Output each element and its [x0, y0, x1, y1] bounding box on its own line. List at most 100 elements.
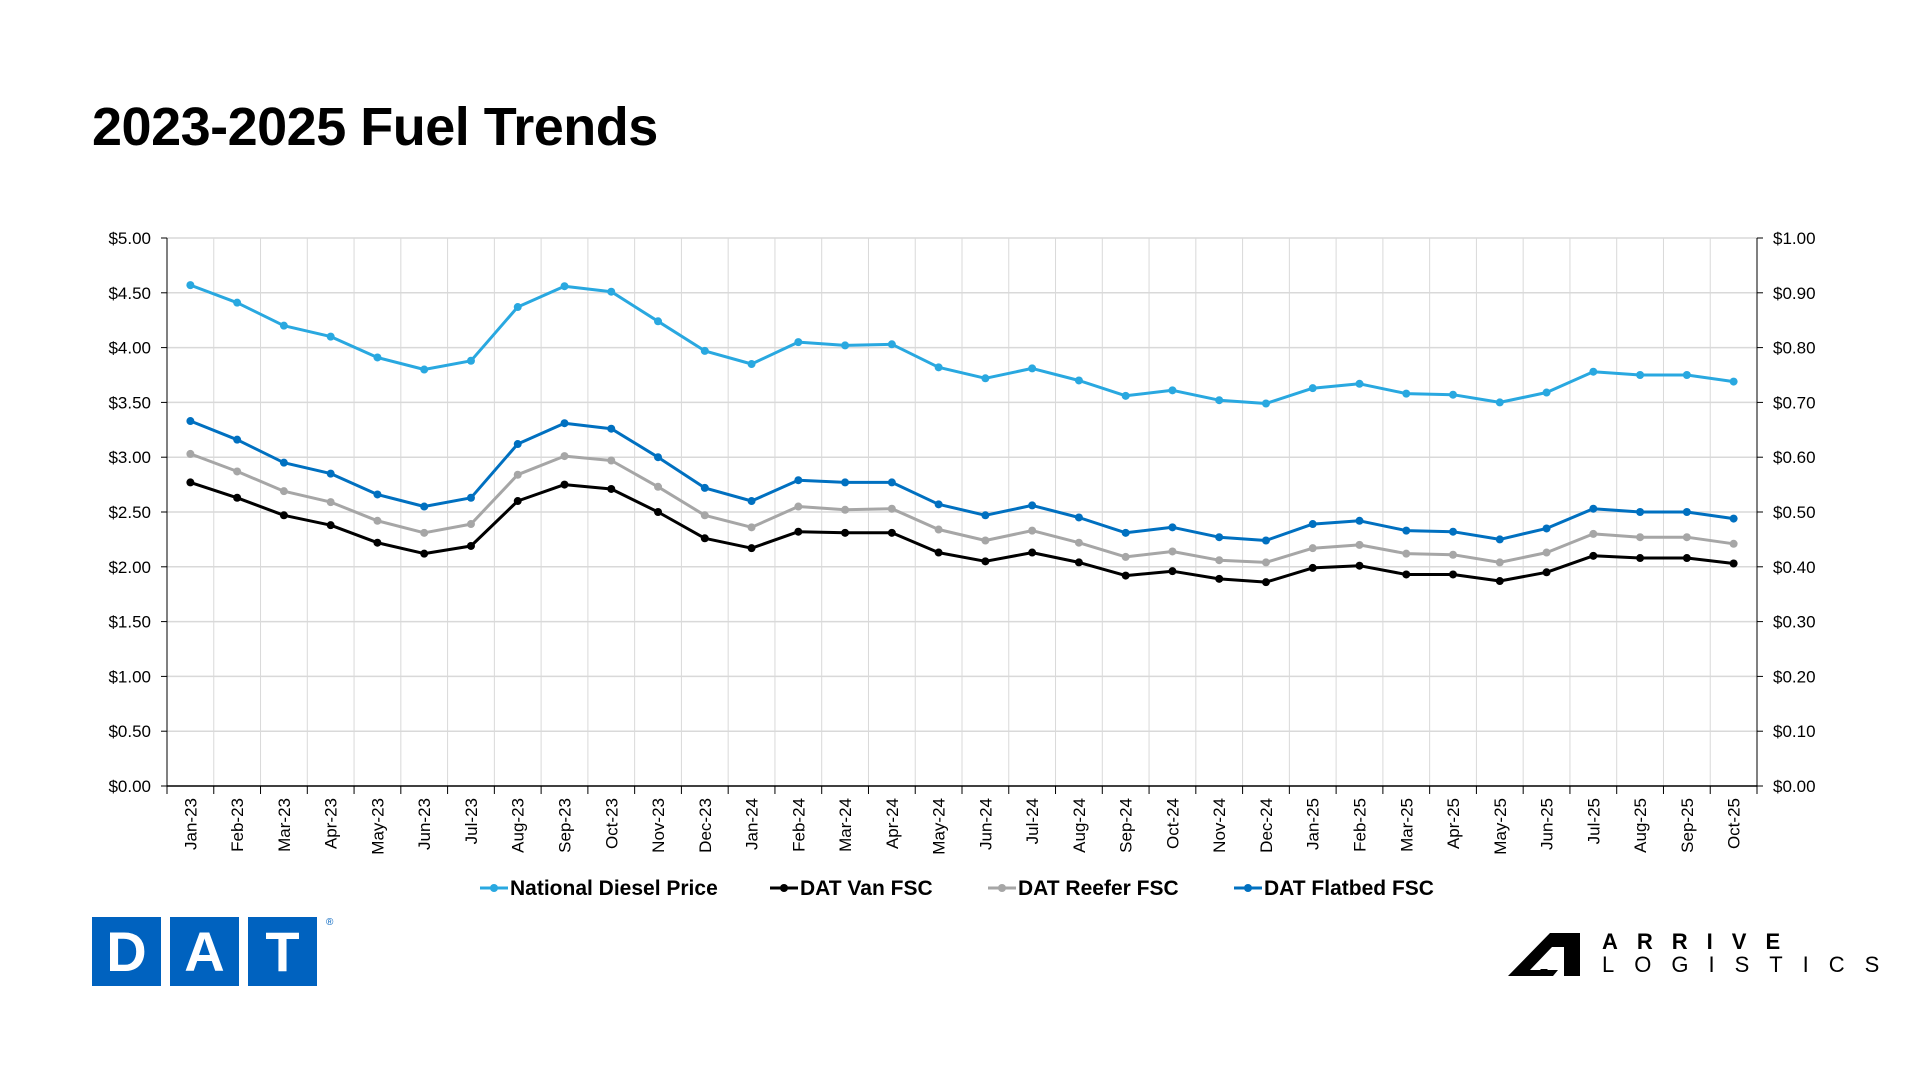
data-point: [326, 498, 335, 507]
data-point: [1121, 528, 1130, 537]
data-point: [1308, 563, 1317, 572]
data-point: [1682, 554, 1691, 563]
data-point: [1355, 516, 1364, 525]
data-point: [1168, 386, 1177, 395]
legend-label: DAT Van FSC: [800, 877, 933, 900]
data-point: [420, 549, 429, 558]
x-tick-label: Mar-23: [275, 798, 294, 852]
x-tick-label: Jul-23: [462, 798, 481, 844]
data-point: [466, 356, 475, 365]
data-point: [1355, 540, 1364, 549]
data-point: [934, 525, 943, 534]
data-point: [700, 534, 709, 543]
data-point: [747, 523, 756, 532]
data-point: [513, 470, 522, 479]
data-point: [981, 557, 990, 566]
x-tick-label: Feb-24: [789, 798, 808, 852]
x-tick-label: Sep-23: [556, 798, 575, 853]
legend-marker: [780, 884, 788, 892]
x-tick-label: Jun-24: [976, 798, 995, 850]
x-tick-label: May-25: [1491, 798, 1510, 855]
data-point: [934, 363, 943, 372]
data-point: [1729, 514, 1738, 523]
data-point: [1589, 529, 1598, 538]
data-point: [1261, 558, 1270, 567]
data-point: [1168, 523, 1177, 532]
dat-logo-letter: T: [248, 917, 317, 986]
data-point: [560, 282, 569, 291]
data-point: [233, 435, 242, 444]
data-point: [1589, 367, 1598, 376]
data-point: [373, 353, 382, 362]
data-point: [654, 453, 663, 462]
data-point: [560, 419, 569, 428]
data-point: [1402, 526, 1411, 535]
data-point: [1215, 574, 1224, 583]
data-point: [1636, 508, 1645, 516]
data-point: [700, 483, 709, 492]
data-point: [1402, 389, 1411, 398]
y-right-tick-label: $0.60: [1773, 448, 1816, 467]
data-point: [1074, 558, 1083, 567]
chart-title: 2023-2025 Fuel Trends: [92, 97, 658, 157]
data-point: [420, 502, 429, 511]
data-point: [1261, 399, 1270, 408]
data-point: [794, 338, 803, 347]
x-tick-label: Oct-25: [1725, 798, 1744, 849]
dat-logo-letter: A: [170, 917, 239, 986]
legend-marker: [1244, 884, 1252, 892]
legend-label: DAT Flatbed FSC: [1264, 877, 1434, 900]
data-point: [654, 317, 663, 326]
x-tick-label: Jan-25: [1304, 798, 1323, 850]
x-tick-label: May-23: [368, 798, 387, 855]
data-point: [1589, 504, 1598, 513]
legend-label: National Diesel Price: [510, 877, 718, 900]
data-point: [1074, 538, 1083, 547]
data-point: [794, 476, 803, 485]
data-point: [1449, 390, 1458, 399]
y-left-tick-label: $4.00: [108, 339, 151, 358]
data-point: [700, 511, 709, 520]
data-point: [233, 467, 242, 476]
data-point: [1308, 520, 1317, 529]
data-point: [186, 417, 195, 426]
dat-logo: D A T: [92, 917, 317, 986]
data-point: [747, 544, 756, 553]
y-right-tick-label: $0.80: [1773, 339, 1816, 358]
data-point: [1495, 577, 1504, 586]
data-point: [1028, 501, 1037, 510]
data-point: [887, 528, 896, 537]
data-point: [1729, 377, 1738, 386]
data-point: [466, 520, 475, 529]
y-right-tick-label: $0.40: [1773, 558, 1816, 577]
legend-marker: [998, 884, 1006, 892]
data-point: [841, 505, 850, 514]
data-point: [1168, 547, 1177, 556]
x-tick-label: Dec-23: [696, 798, 715, 853]
data-point: [607, 456, 616, 465]
data-point: [1682, 533, 1691, 542]
data-point: [420, 365, 429, 374]
data-point: [1121, 391, 1130, 400]
data-point: [326, 469, 335, 478]
registered-mark: ®: [326, 917, 334, 928]
data-point: [841, 478, 850, 487]
data-point: [1028, 364, 1037, 373]
y-right-tick-label: $0.90: [1773, 284, 1816, 303]
legend-marker: [490, 884, 498, 892]
data-point: [841, 528, 850, 537]
series-line: [189, 419, 1734, 542]
data-point: [1308, 384, 1317, 393]
data-point: [513, 440, 522, 449]
data-point: [654, 482, 663, 491]
data-point: [747, 360, 756, 369]
data-point: [326, 332, 335, 341]
data-point: [887, 340, 896, 349]
data-point: [1542, 548, 1551, 557]
x-tick-label: Aug-24: [1070, 798, 1089, 853]
x-tick-label: Sep-24: [1117, 798, 1136, 853]
data-point: [1636, 371, 1645, 379]
data-point: [1261, 578, 1270, 587]
data-point: [1729, 539, 1738, 548]
y-left-tick-label: $4.50: [108, 284, 151, 303]
